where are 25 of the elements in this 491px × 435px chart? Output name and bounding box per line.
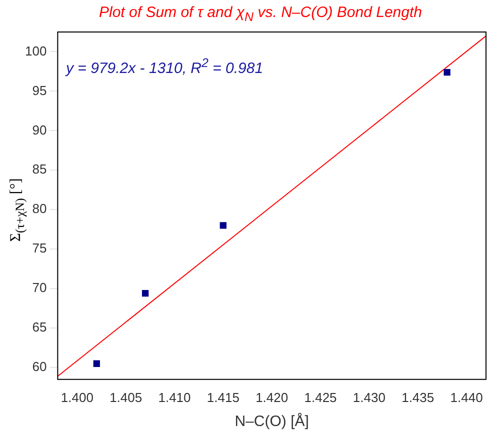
chart-title: Plot of Sum of τ and χ$_{N}$ vs. N–C(O) Bond Length <box>98 4 423 24</box>
x-tick-label: 1.425 <box>304 390 337 405</box>
point <box>93 360 100 367</box>
y-tick-label: 90 <box>32 122 47 138</box>
point <box>220 222 226 229</box>
y-tick-label: 75 <box>32 240 47 256</box>
y-tick-label: 95 <box>32 82 47 98</box>
x-tick-label: 1.400 <box>60 390 94 405</box>
x-tick-label: 1.405 <box>110 390 142 405</box>
y-tick-label: 85 <box>32 162 47 177</box>
x-tick-label: 1.435 <box>402 390 434 405</box>
x-tick-label: 1.415 <box>206 390 240 405</box>
y-tick-label: 80 <box>32 201 47 216</box>
point <box>142 290 149 297</box>
x-tick-label: 1.420 <box>256 390 288 405</box>
y-tick-label: 70 <box>32 280 47 296</box>
x-tick-label: 1.440 <box>450 390 483 405</box>
y-tick-label: 100 <box>24 43 47 58</box>
x-tick-label: 1.430 <box>352 390 386 405</box>
annotation: y = 979.2x - 1310, R$^{2}$ = 0.981 <box>66 56 264 77</box>
y-tick-label: 65 <box>32 320 47 335</box>
point <box>444 68 450 76</box>
y-tick-label: 60 <box>32 359 47 374</box>
x-axis-title: N–C(O) [Å] <box>234 412 309 430</box>
x-tick-label: 1.410 <box>158 390 191 405</box>
